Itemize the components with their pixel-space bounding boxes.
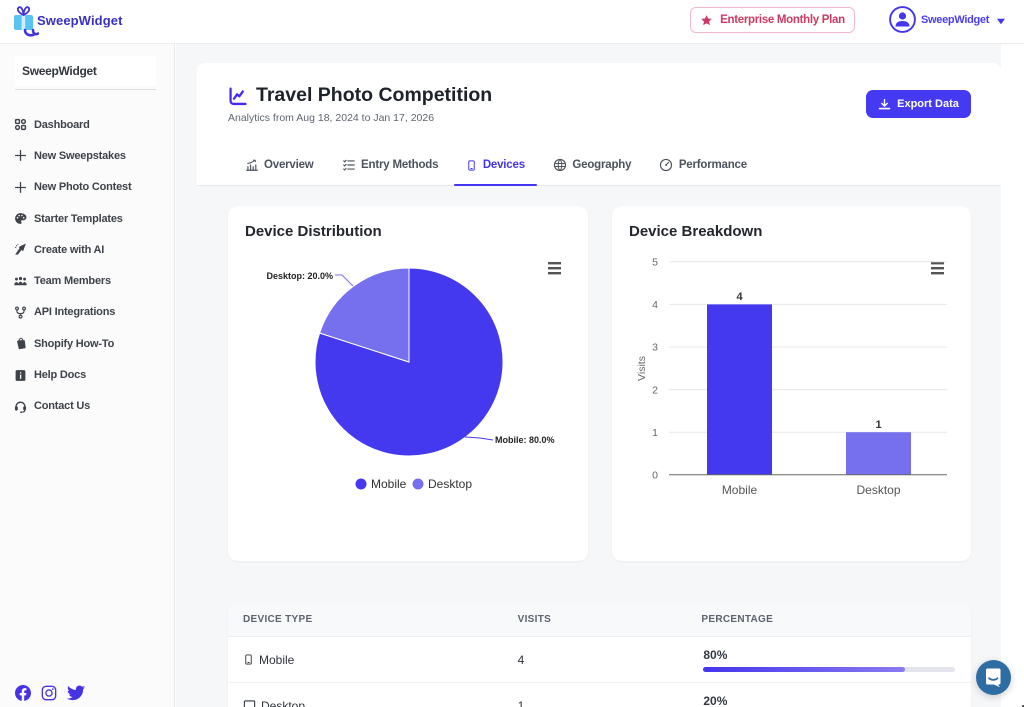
svg-text:5: 5 <box>652 257 658 269</box>
svg-text:Visits: Visits <box>636 356 648 381</box>
svg-text:4: 4 <box>736 291 743 303</box>
svg-text:4: 4 <box>652 299 658 311</box>
svg-text:Desktop: Desktop <box>428 477 472 491</box>
svg-text:Mobile: 80.0%: Mobile: 80.0% <box>495 435 555 445</box>
svg-text:0: 0 <box>652 469 658 481</box>
svg-text:1: 1 <box>875 419 881 431</box>
svg-text:3: 3 <box>652 342 658 354</box>
svg-text:2: 2 <box>652 384 658 396</box>
svg-text:Mobile: Mobile <box>722 483 758 497</box>
svg-text:Mobile: Mobile <box>371 477 407 491</box>
svg-text:1: 1 <box>652 427 658 439</box>
svg-text:Desktop: 20.0%: Desktop: 20.0% <box>267 271 334 281</box>
svg-text:Desktop: Desktop <box>856 483 900 497</box>
